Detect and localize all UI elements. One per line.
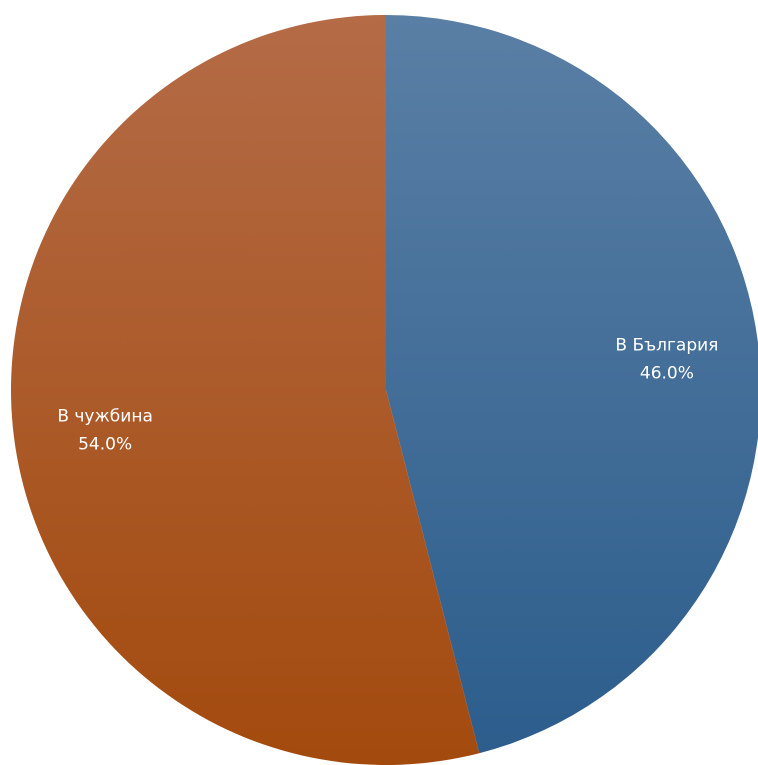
pie-data-labels: В България 46.0% В чужбина 54.0% (57, 336, 718, 455)
data-label-percent: 54.0% (78, 434, 132, 454)
data-label-percent: 46.0% (640, 364, 694, 384)
data-label-2: В чужбина 54.0% (57, 406, 153, 454)
data-label-category: В чужбина (57, 406, 153, 426)
pie-slice-2 (11, 15, 480, 765)
data-label-1: В България 46.0% (615, 336, 718, 384)
pie-slices (11, 15, 758, 765)
pie-slice-1 (386, 15, 758, 754)
data-label-category: В България (615, 336, 718, 356)
